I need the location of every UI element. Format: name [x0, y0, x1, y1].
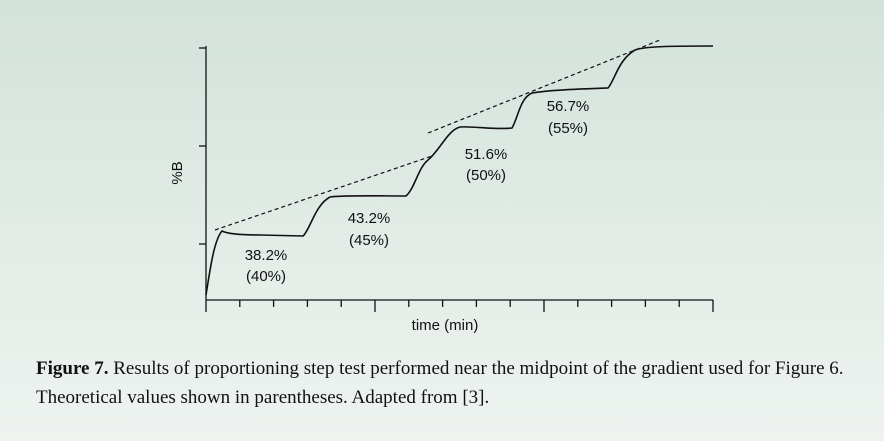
caption: Figure 7. Results of proportioning step … [36, 354, 856, 412]
annotation: (40%) [246, 268, 286, 285]
annotation: 38.2% [245, 247, 288, 264]
trend-lines [214, 39, 661, 231]
caption-text: Results of proportioning step test perfo… [36, 358, 844, 408]
annotation: (45%) [349, 232, 389, 249]
step-curve [205, 45, 714, 296]
annotation: (50%) [466, 167, 506, 184]
caption-label: Figure 7. [36, 358, 109, 379]
annotation: 56.7% [547, 98, 590, 115]
axes [199, 46, 714, 312]
y-axis-label: %B [169, 161, 186, 184]
figure: time (min) %B 38.2% (40%) 43.2% (45%) 51… [169, 39, 714, 334]
annotation: 43.2% [348, 210, 391, 227]
annotation: (55%) [548, 120, 588, 137]
x-axis-label: time (min) [412, 317, 479, 334]
annotation: 51.6% [465, 146, 508, 163]
